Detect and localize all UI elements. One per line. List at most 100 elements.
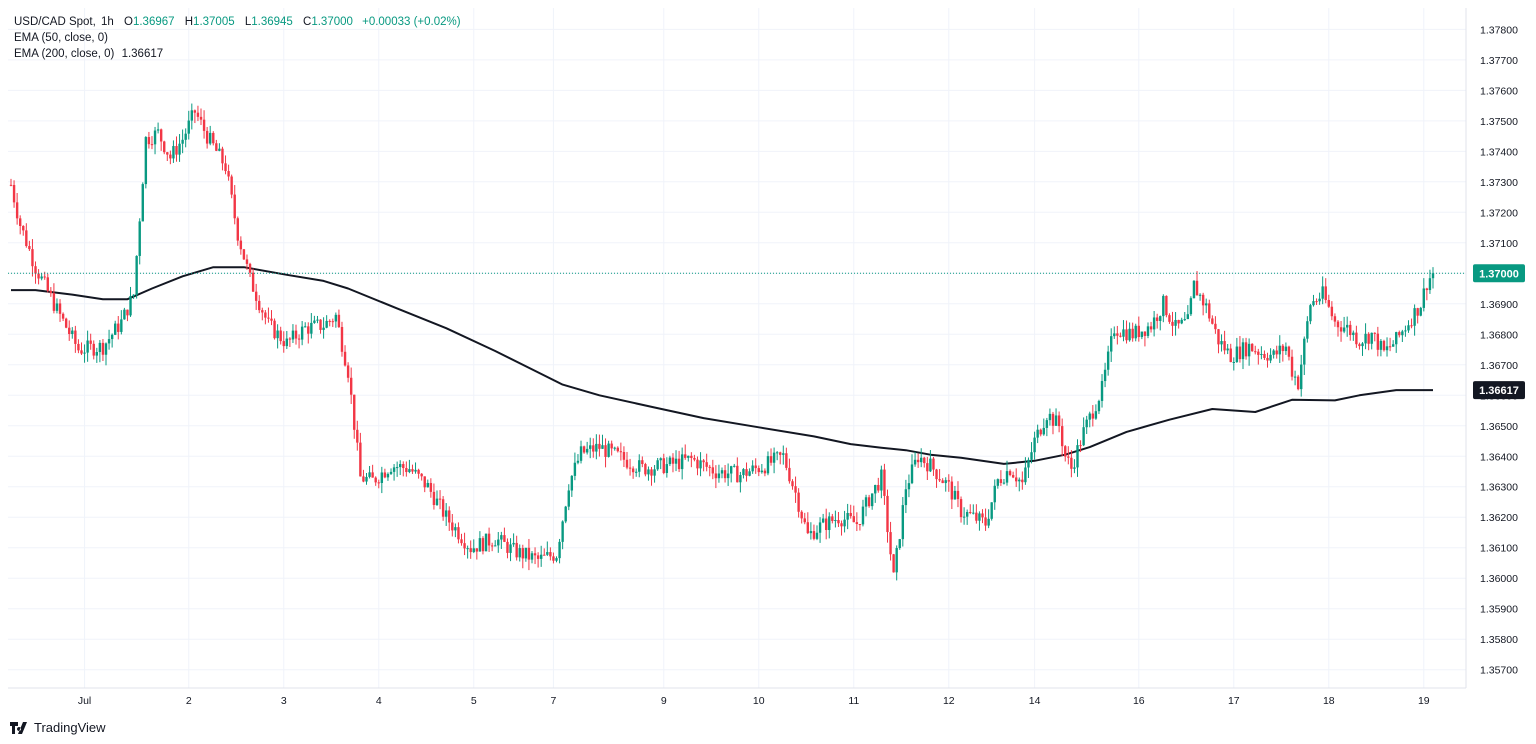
legend-symbol[interactable]: USD/CAD Spot bbox=[14, 16, 93, 28]
candle-body-up bbox=[990, 502, 993, 519]
y-tick-label: 1.35800 bbox=[1480, 634, 1518, 646]
candle-body-down bbox=[1367, 333, 1370, 344]
candle-body-down bbox=[1039, 429, 1042, 435]
candle-body-down bbox=[37, 273, 40, 279]
candle-body-down bbox=[1195, 280, 1199, 296]
candle-body-up bbox=[668, 457, 672, 465]
candle-body-down bbox=[481, 538, 485, 552]
tradingview-brand[interactable]: TradingView bbox=[10, 720, 106, 735]
candle-body-up bbox=[178, 143, 181, 155]
candle-body-down bbox=[852, 516, 855, 523]
candle-body-down bbox=[797, 492, 800, 512]
candle-body-down bbox=[631, 468, 635, 473]
candle-body-down bbox=[221, 148, 224, 164]
candle-body-up bbox=[1395, 332, 1398, 345]
candle-body-down bbox=[319, 319, 322, 330]
candle-body-up bbox=[500, 535, 503, 540]
x-tick-label: 14 bbox=[1029, 695, 1041, 707]
candle-body-down bbox=[543, 554, 546, 556]
candle-body-up bbox=[1232, 361, 1235, 363]
candle-body-up bbox=[141, 184, 144, 222]
candle-body-down bbox=[941, 480, 944, 484]
candle-body-up bbox=[864, 497, 868, 507]
candle-body-down bbox=[763, 470, 767, 474]
candle-body-down bbox=[1373, 332, 1376, 334]
candle-body-down bbox=[230, 176, 233, 195]
candle-body-down bbox=[1358, 344, 1361, 347]
candle-body-up bbox=[1134, 325, 1137, 339]
candle-body-up bbox=[276, 330, 279, 339]
candle-body-down bbox=[1155, 317, 1159, 321]
x-tick-label: Jul bbox=[78, 695, 91, 707]
candle-body-down bbox=[745, 469, 748, 476]
candle-body-up bbox=[1364, 333, 1367, 344]
candle-body-up bbox=[1073, 467, 1076, 469]
candle-body-up bbox=[760, 470, 764, 473]
candle-body-up bbox=[187, 120, 190, 134]
candle-body-down bbox=[199, 116, 203, 120]
candle-body-down bbox=[1250, 343, 1254, 352]
candle-body-down bbox=[1070, 457, 1073, 469]
candle-body-down bbox=[1011, 475, 1015, 478]
x-tick-label: 5 bbox=[471, 695, 477, 707]
candle-body-up bbox=[144, 137, 148, 185]
candle-body-down bbox=[34, 266, 37, 274]
time-axis[interactable]: Jul 2 3 4 5 7 9 10 11 12 14 16 17 18 19 bbox=[78, 695, 1430, 707]
candle-body-down bbox=[947, 480, 950, 482]
candle-body-up bbox=[1192, 280, 1196, 299]
legend-ema200-row[interactable]: EMA (200, close, 0) 1.36617 bbox=[14, 46, 461, 62]
brand-name: TradingView bbox=[34, 720, 106, 735]
candle-body-up bbox=[1030, 452, 1033, 460]
candle-body-up bbox=[607, 443, 610, 457]
x-tick-label: 3 bbox=[281, 695, 287, 707]
x-tick-label: 7 bbox=[551, 695, 557, 707]
candle-body-down bbox=[49, 290, 53, 294]
candle-body-up bbox=[739, 475, 742, 483]
candle-body-down bbox=[1287, 346, 1291, 357]
candle-body-down bbox=[757, 468, 760, 473]
candle-body-down bbox=[169, 154, 172, 159]
candle-body-up bbox=[1140, 331, 1144, 338]
legend-low-value: 1.36945 bbox=[251, 16, 293, 28]
candle-body-up bbox=[589, 445, 592, 449]
candle-body-up bbox=[1241, 342, 1245, 360]
candle-body-down bbox=[362, 476, 365, 482]
legend-interval[interactable]: 1h bbox=[101, 16, 114, 28]
candle-body-up bbox=[172, 146, 175, 159]
candle-body-down bbox=[803, 518, 806, 523]
candle-body-up bbox=[530, 553, 534, 560]
candle-body-down bbox=[1051, 413, 1055, 426]
price-axis[interactable]: 1.37800 1.37700 1.37600 1.37500 1.37400 1.373… bbox=[1480, 24, 1518, 676]
candle-body-up bbox=[573, 462, 577, 476]
candle-body-down bbox=[196, 112, 200, 117]
candle-body-up bbox=[304, 326, 307, 328]
x-tick-label: 17 bbox=[1228, 695, 1240, 707]
candle-body-up bbox=[1128, 328, 1131, 341]
candle-body-down bbox=[886, 495, 889, 533]
candle-body-up bbox=[1146, 326, 1150, 336]
candle-body-down bbox=[806, 522, 810, 534]
legend-ema50-row[interactable]: EMA (50, close, 0) bbox=[14, 30, 461, 46]
candle-body-down bbox=[592, 445, 595, 452]
candle-body-down bbox=[533, 553, 537, 556]
candle-body-up bbox=[1361, 343, 1364, 347]
candle-body-down bbox=[46, 277, 49, 291]
candle-body-up bbox=[880, 469, 883, 491]
candle-body-down bbox=[1296, 376, 1300, 390]
candle-body-down bbox=[926, 463, 929, 472]
candle-body-down bbox=[515, 542, 518, 558]
candle-body-down bbox=[438, 498, 442, 500]
candle-body-down bbox=[420, 473, 423, 477]
candle-body-down bbox=[711, 467, 715, 474]
candle-body-up bbox=[782, 453, 785, 455]
candle-body-up bbox=[1076, 445, 1079, 468]
candle-body-down bbox=[331, 321, 334, 323]
candle-body-down bbox=[662, 458, 665, 474]
candle-body-up bbox=[680, 454, 684, 470]
candle-body-up bbox=[993, 485, 996, 503]
candle-body-up bbox=[86, 340, 89, 353]
candle-body-up bbox=[310, 322, 313, 334]
candle-body-up bbox=[1321, 286, 1324, 299]
candle-body-down bbox=[1177, 320, 1180, 324]
